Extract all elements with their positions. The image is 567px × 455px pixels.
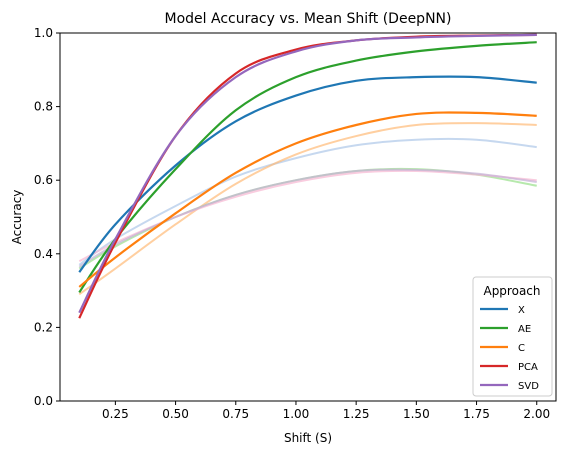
- x-tick-label: 0.50: [162, 407, 189, 421]
- legend-item-ae: AE: [480, 324, 531, 335]
- x-tick-label: 1.50: [403, 407, 430, 421]
- y-axis-label: Accuracy: [10, 190, 24, 245]
- legend-label: PCA: [518, 362, 538, 373]
- legend-label: X: [518, 305, 525, 316]
- x-axis: 0.25 0.50 0.75 1.00 1.25 1.50 1.75 2.00: [102, 401, 550, 421]
- series-line-svd: [78, 33, 537, 314]
- faded-series-line-4: [78, 169, 537, 263]
- faded-series-line-2: [78, 122, 537, 296]
- legend-label: AE: [518, 324, 531, 335]
- legend-item-c: C: [480, 343, 525, 354]
- x-tick-label: 0.25: [102, 407, 129, 421]
- legend-title: Approach: [483, 284, 540, 298]
- y-tick-label: 0.4: [34, 247, 53, 261]
- y-tick-label: 0.8: [34, 100, 53, 114]
- y-tick-label: 0.2: [34, 320, 53, 334]
- legend-label: SVD: [518, 381, 539, 392]
- series-line-ae: [78, 41, 537, 294]
- x-tick-label: 1.00: [283, 407, 310, 421]
- plot-area: [59, 32, 557, 402]
- x-tick-label: 1.25: [343, 407, 370, 421]
- x-tick-label: 1.75: [463, 407, 490, 421]
- legend-items: X AE C PCA SVD: [480, 305, 539, 392]
- chart-title: Model Accuracy vs. Mean Shift (DeepNN): [165, 11, 452, 27]
- faded-series-line-5: [78, 168, 537, 268]
- y-tick-label: 0.6: [34, 173, 53, 187]
- legend-item-x: X: [480, 305, 525, 316]
- legend: Approach X AE C PCA SVD: [472, 276, 553, 397]
- legend-item-pca: PCA: [480, 362, 538, 373]
- y-tick-label: 1.0: [34, 26, 53, 40]
- x-tick-label: 2.00: [523, 407, 550, 421]
- y-tick-label: 0.0: [34, 394, 53, 408]
- legend-label: C: [518, 343, 525, 354]
- y-axis: 0.0 0.2 0.4 0.6 0.8 1.0: [34, 26, 60, 408]
- faded-series-line-1: [78, 137, 537, 266]
- plot-frame: [59, 32, 557, 402]
- x-axis-label: Shift (S): [284, 431, 332, 445]
- x-tick-label: 0.75: [222, 407, 249, 421]
- series-line-c: [78, 111, 537, 288]
- legend-item-svd: SVD: [480, 381, 539, 392]
